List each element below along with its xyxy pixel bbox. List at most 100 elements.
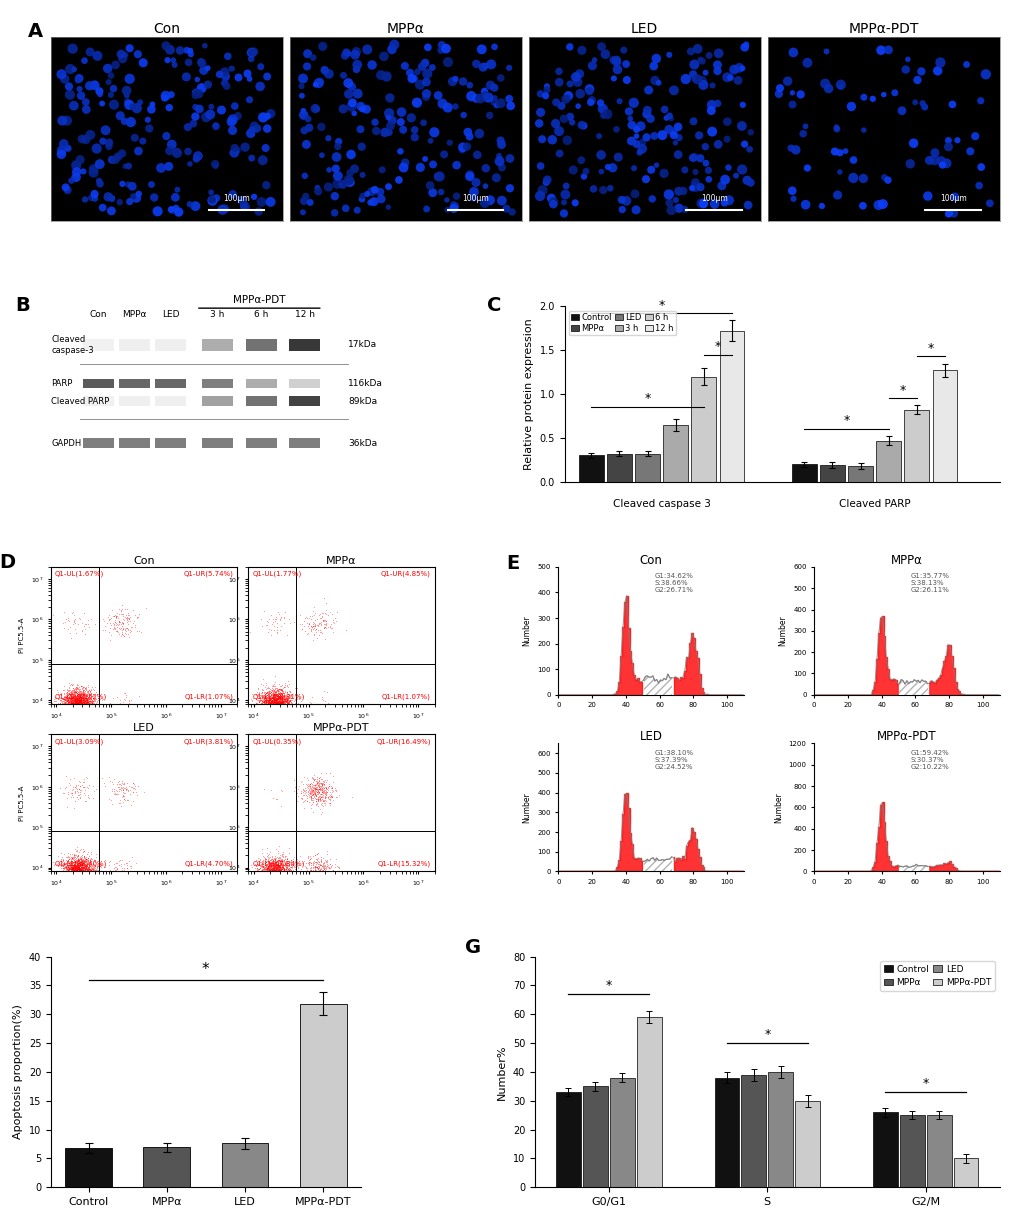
Point [68, 694, 85, 714]
Point [247, 858, 263, 878]
Point [314, 689, 330, 709]
Point [86, 695, 102, 715]
Point [109, 870, 125, 890]
Point [264, 703, 280, 722]
Point [61, 700, 77, 720]
Point [62, 769, 78, 788]
Point [73, 870, 90, 890]
Point [272, 864, 288, 884]
Point [75, 863, 92, 883]
Point [58, 863, 74, 883]
Point [260, 867, 276, 886]
Point [72, 863, 89, 883]
Point [62, 687, 78, 706]
Point [272, 698, 288, 717]
Point [57, 612, 73, 632]
Point [57, 860, 73, 880]
Point [264, 864, 280, 884]
Point [67, 858, 84, 878]
Point [62, 696, 78, 716]
Point [70, 693, 87, 712]
Point [307, 858, 323, 878]
Point [75, 841, 92, 860]
Point [268, 692, 284, 711]
Point [261, 689, 277, 709]
Point [63, 688, 79, 707]
Point [303, 610, 319, 629]
Point [94, 690, 110, 710]
Point [60, 619, 76, 639]
Point [69, 689, 86, 709]
Point [87, 699, 103, 718]
Point [69, 857, 86, 876]
Point [261, 867, 277, 886]
Point [268, 690, 284, 710]
Point [265, 700, 281, 720]
Point [271, 701, 287, 721]
Point [58, 700, 74, 720]
Point [315, 772, 331, 792]
Point [72, 856, 89, 875]
Point [304, 786, 320, 805]
Point [304, 617, 320, 636]
Point [68, 703, 85, 722]
Point [279, 687, 296, 706]
Point [257, 849, 273, 869]
Point [304, 864, 320, 884]
Point [76, 692, 93, 711]
Point [266, 858, 282, 878]
Point [76, 696, 93, 716]
Point [267, 870, 283, 890]
Point [106, 870, 122, 890]
Point [82, 860, 98, 880]
Point [277, 859, 293, 879]
Point [73, 130, 90, 149]
Point [265, 851, 281, 870]
Point [280, 703, 297, 722]
Point [257, 690, 273, 710]
Point [271, 870, 287, 890]
Point [266, 856, 282, 875]
Point [341, 173, 358, 192]
Point [266, 870, 282, 890]
Point [275, 847, 291, 867]
Point [84, 869, 100, 889]
Point [303, 621, 319, 640]
Point [59, 693, 75, 712]
Point [257, 864, 273, 884]
Point [270, 857, 286, 876]
Point [277, 856, 293, 875]
Point [66, 860, 83, 880]
Point [253, 870, 269, 890]
Point [271, 683, 287, 703]
Point [281, 857, 298, 876]
Point [69, 860, 86, 880]
Point [67, 703, 84, 722]
Point [266, 869, 282, 889]
Point [267, 690, 283, 710]
Point [305, 48, 321, 67]
Point [62, 849, 78, 869]
Point [266, 698, 282, 717]
Point [274, 863, 290, 883]
Point [259, 695, 275, 715]
Point [305, 613, 321, 633]
Point [72, 869, 89, 889]
Point [500, 58, 517, 77]
Point [318, 614, 334, 634]
Point [70, 696, 87, 716]
Point [253, 56, 269, 76]
Point [60, 853, 76, 873]
Point [281, 674, 298, 694]
Point [266, 694, 282, 714]
Point [62, 859, 78, 879]
Point [372, 182, 388, 202]
Point [305, 802, 321, 821]
Point [263, 690, 279, 710]
Point [56, 688, 72, 707]
Point [130, 687, 147, 706]
Point [70, 687, 87, 706]
Point [565, 160, 581, 180]
Point [69, 700, 86, 720]
Point [308, 791, 324, 810]
